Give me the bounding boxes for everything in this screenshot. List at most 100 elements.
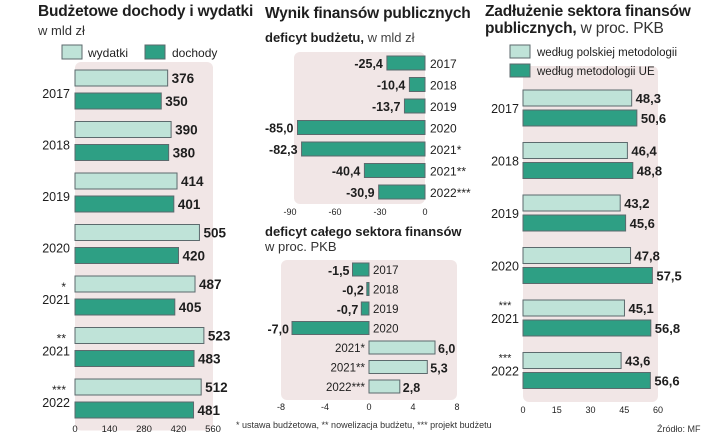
budget-deficit-axis-tick: 0 [422, 207, 427, 217]
expenses-category-marker: * [61, 280, 66, 294]
debt-polish-method-value-label: 45,1 [628, 301, 653, 316]
sector-deficit-axis-tick: 4 [410, 402, 415, 412]
revenues-value-label: 420 [183, 249, 206, 264]
debt-eu-method-value-label: 57,5 [656, 269, 681, 284]
expenses-category-marker: *** [52, 383, 66, 397]
expenses-bar [74, 121, 172, 138]
right-chart-title-bold: publicznych, [485, 20, 577, 37]
debt-polish-method-value-label: 43,2 [624, 196, 649, 211]
sector-deficit-bar [368, 360, 428, 374]
debt-eu-method-bar [522, 267, 653, 284]
debt-eu-method-value-label: 50,6 [641, 111, 666, 126]
source-note: Źródło: MF [657, 424, 701, 434]
sector-deficit-value-label: -7,0 [267, 323, 289, 337]
budget-deficit-value-label: -82,3 [269, 143, 298, 157]
revenues-bar [74, 92, 162, 110]
expenses-value-label: 376 [172, 71, 195, 86]
sector-deficit-category-label: 2020 [373, 324, 399, 336]
sector-deficit-subtitle-line1: deficyt całego sektora finansów [265, 224, 462, 239]
debt-category-label: 2022 [491, 365, 519, 379]
sector-deficit-axis-tick: 0 [366, 402, 371, 412]
revenues-value-label: 350 [165, 94, 188, 109]
debt-polish-method-bar [522, 299, 625, 317]
debt-eu-method-value-label: 56,8 [655, 321, 680, 336]
revenues-bar [74, 247, 179, 264]
debt-axis-tick: 30 [585, 405, 595, 415]
revenues-value-label: 483 [198, 352, 221, 367]
debt-category-label: 2020 [491, 260, 519, 274]
debt-polish-method-bar [522, 194, 621, 212]
budget-deficit-category-label: 2018 [430, 79, 457, 93]
sector-deficit-category-label: 2022*** [326, 382, 366, 394]
sector-deficit-axis-tick: -8 [277, 402, 285, 412]
expenses-bar [74, 224, 200, 241]
budget-deficit-bar [363, 163, 426, 178]
debt-axis-tick: 45 [619, 405, 629, 415]
debt-category-marker: *** [499, 300, 513, 312]
debt-category-label: 2021 [491, 312, 519, 326]
sector-deficit-value-label: -0,2 [342, 284, 364, 298]
expenses-bar [74, 172, 178, 190]
expenses-value-label: 512 [205, 380, 228, 395]
expenses-value-label: 487 [199, 277, 222, 292]
debt-polish-method-value-label: 48,3 [636, 91, 661, 106]
budget-deficit-category-label: 2019 [430, 100, 457, 114]
expenses-bar [74, 275, 196, 293]
debt-eu-method-bar [522, 214, 627, 232]
legend-swatch-expenses [61, 44, 83, 60]
expenses-category-label: 2019 [42, 190, 70, 204]
budget-deficit-value-label: -40,4 [332, 165, 361, 179]
left-chart-unit: w mld zł [38, 23, 85, 38]
legend-label-revenues: dochody [172, 46, 217, 60]
sector-deficit-bar [352, 262, 370, 277]
sector-deficit-bar [360, 301, 370, 316]
expenses-value-label: 505 [203, 226, 226, 241]
expenses-axis-tick: 280 [136, 424, 152, 435]
right-chart-title-line2: publicznych, w proc. PKB [485, 20, 664, 38]
budget-deficit-category-label: 2021* [430, 143, 462, 157]
sector-deficit-value-label: -1,5 [328, 264, 350, 278]
sector-deficit-axis-tick: 8 [454, 402, 459, 412]
expenses-category-label: 2017 [42, 87, 70, 101]
sector-deficit-bar [368, 340, 436, 355]
budget-deficit-bar [386, 55, 426, 71]
expenses-value-label: 390 [175, 123, 198, 138]
budget-deficit-bar [408, 77, 426, 92]
budget-deficit-axis-tick: -60 [328, 207, 341, 217]
revenues-bar [74, 298, 176, 316]
debt-polish-method-value-label: 47,8 [635, 249, 660, 264]
revenues-bar [74, 350, 195, 367]
budget-deficit-bar [378, 184, 426, 200]
debt-category-marker: *** [499, 353, 513, 365]
debt-polish-method-bar [522, 247, 632, 264]
budget-deficit-category-label: 2020 [430, 122, 457, 136]
expenses-bar [74, 378, 202, 396]
debt-eu-method-bar [522, 109, 638, 127]
expenses-axis-tick: 560 [205, 424, 221, 435]
budget-deficit-bar [297, 120, 426, 135]
expenses-value-label: 414 [181, 174, 204, 189]
debt-category-label: 2019 [491, 207, 519, 221]
expenses-category-label: 2021 [42, 345, 70, 359]
budget-deficit-value-label: -30,9 [346, 186, 375, 200]
sector-deficit-value-label: 2,8 [403, 381, 420, 395]
debt-eu-method-value-label: 45,6 [630, 216, 655, 231]
debt-eu-method-bar [522, 319, 652, 337]
sector-deficit-category-label: 2021* [335, 343, 366, 355]
budget-deficit-value-label: -25,4 [354, 57, 383, 71]
sector-deficit-subtitle: deficyt całego sektora finansów [265, 224, 462, 239]
expenses-bar [74, 327, 205, 344]
legend-swatch-eu-method [509, 63, 531, 78]
debt-axis-tick: 60 [653, 405, 663, 415]
sector-deficit-bar [368, 379, 401, 394]
budget-deficit-value-label: -10,4 [377, 79, 406, 93]
debt-eu-method-value-label: 56,6 [654, 374, 679, 389]
sector-deficit-category-label: 2019 [373, 304, 399, 316]
sector-deficit-value-label: 6,0 [438, 342, 455, 356]
right-chart-title-unit: w proc. PKB [576, 20, 664, 37]
revenues-value-label: 481 [198, 403, 221, 418]
budget-deficit-category-label: 2021** [430, 165, 466, 179]
legend-swatch-revenues [144, 44, 166, 60]
